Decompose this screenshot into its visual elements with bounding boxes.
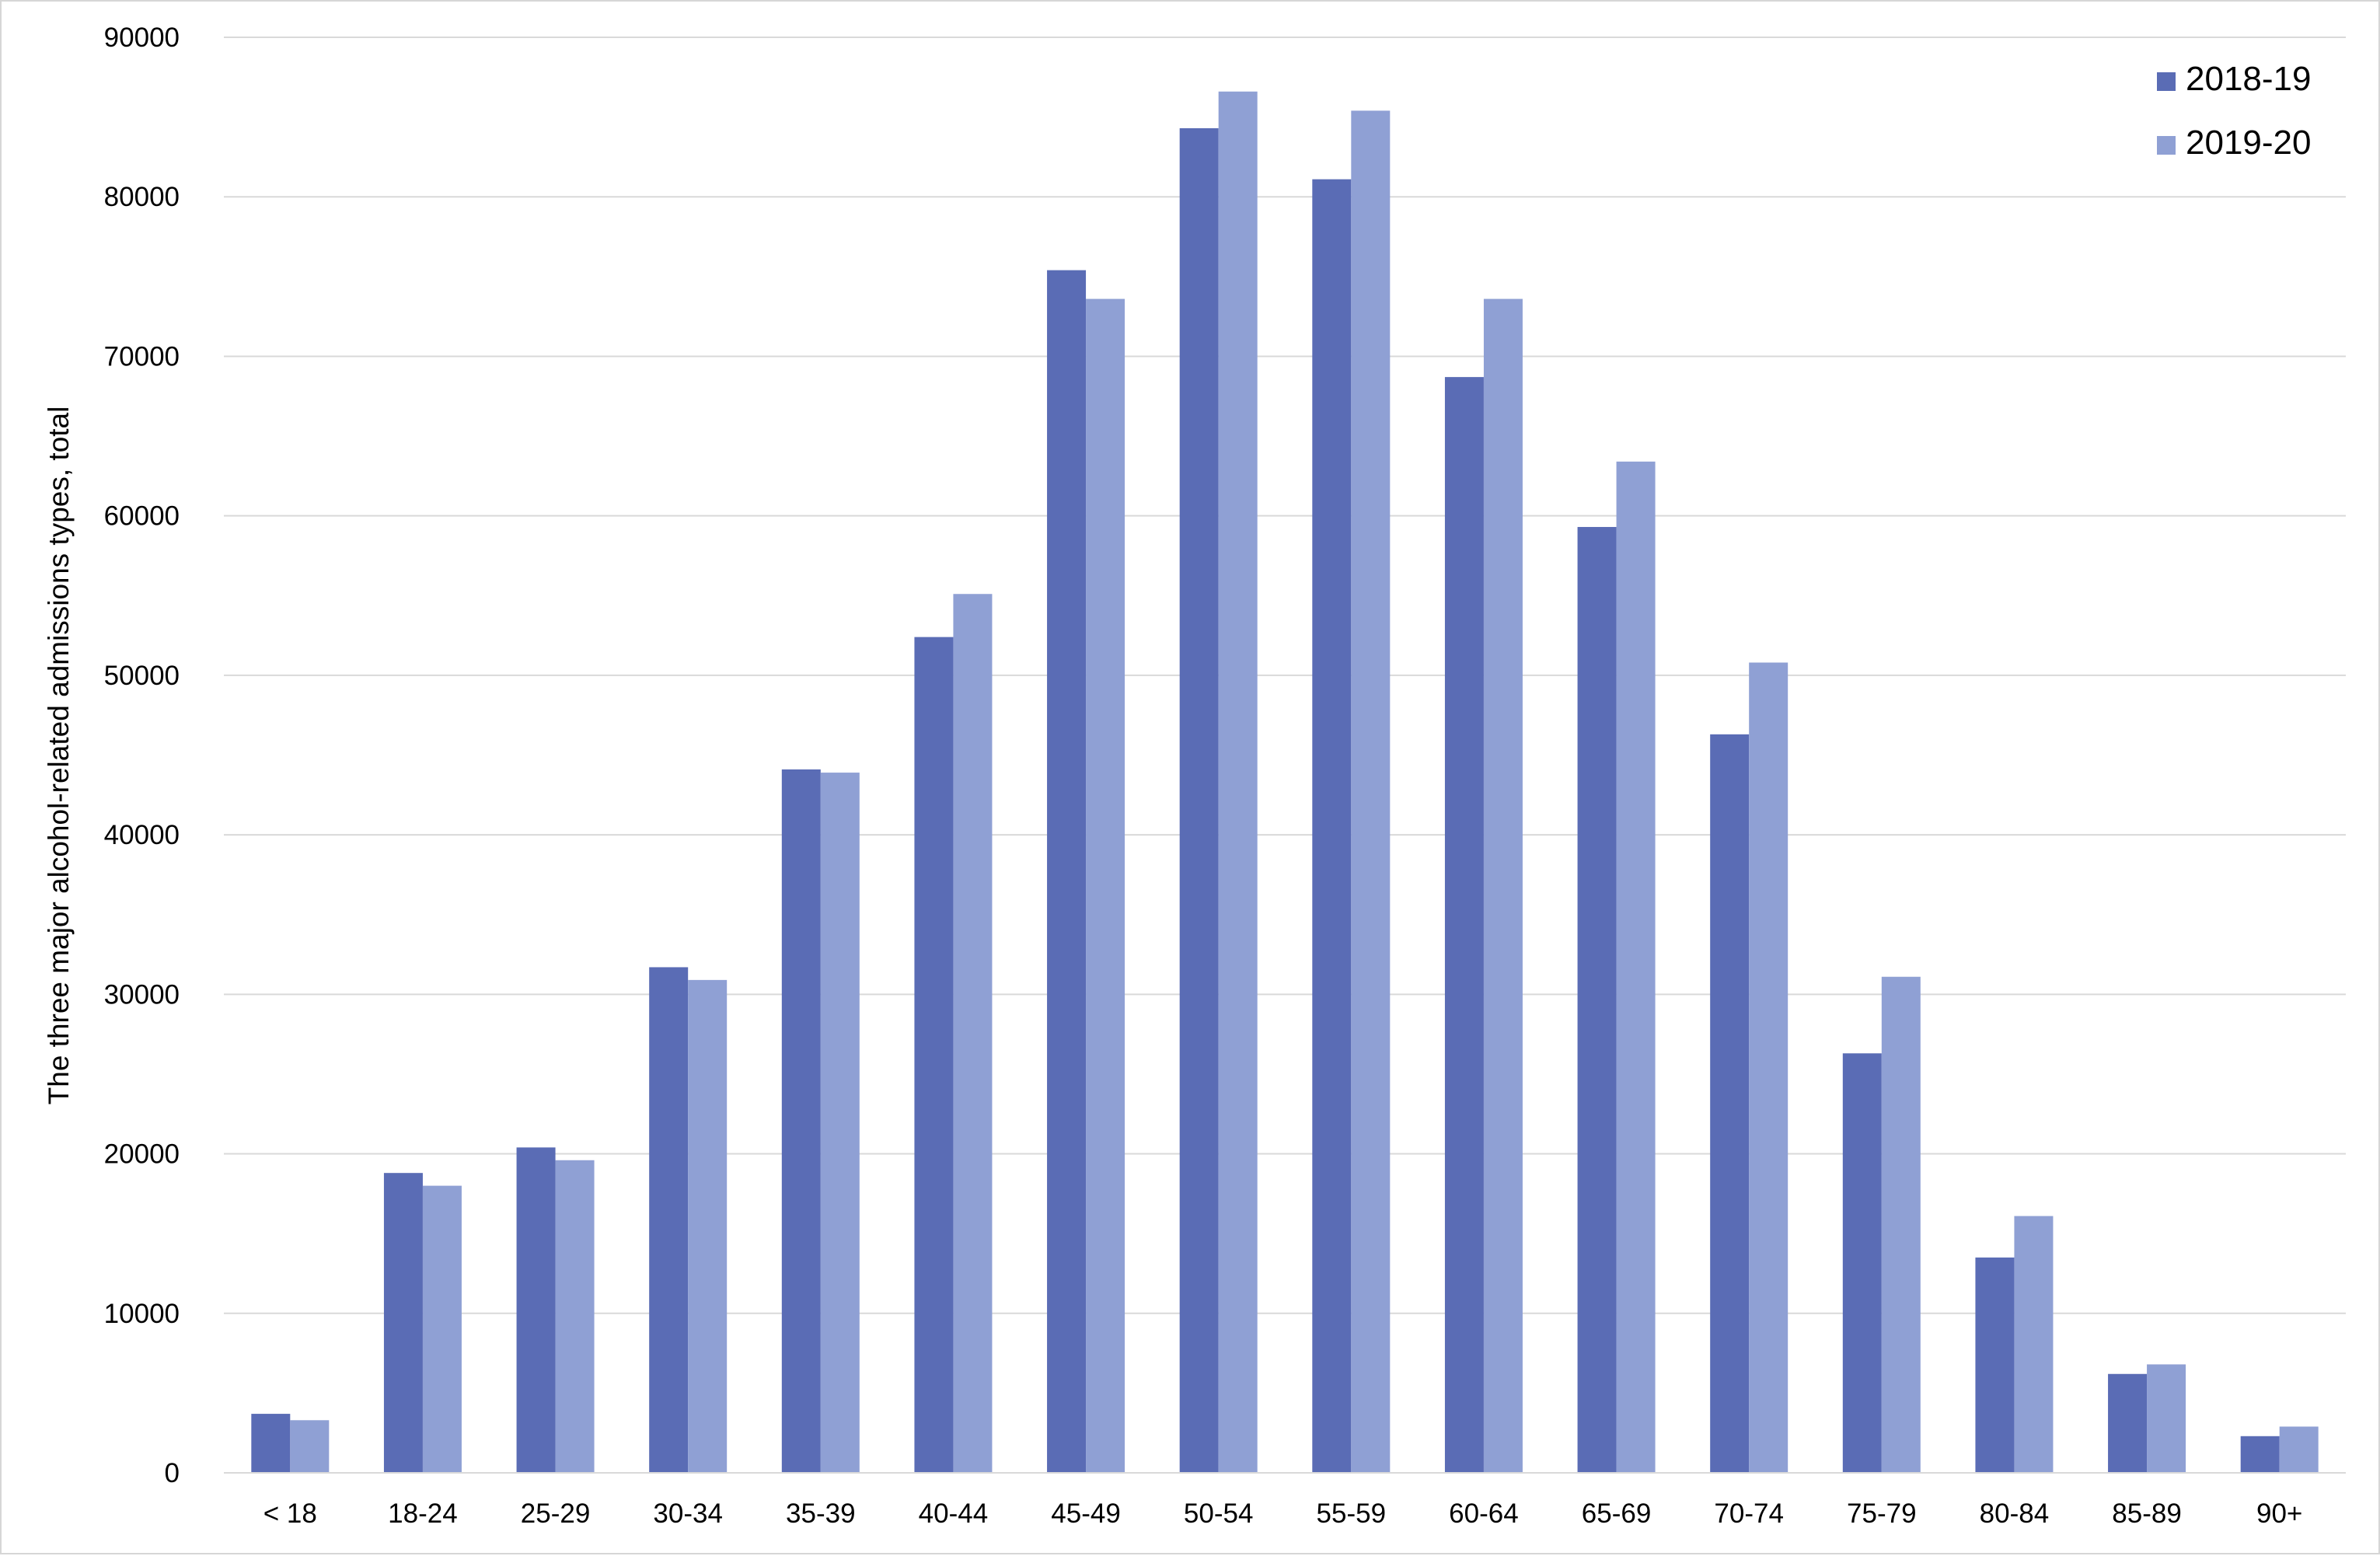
legend-swatch xyxy=(2157,72,2176,91)
bar xyxy=(1975,1257,2015,1473)
y-tick-label: 0 xyxy=(165,1458,180,1488)
bar xyxy=(2240,1436,2280,1473)
bar xyxy=(383,1173,423,1473)
bar xyxy=(781,769,821,1473)
bar xyxy=(1842,1053,1882,1473)
bar xyxy=(1086,298,1125,1473)
y-tick-label: 40000 xyxy=(104,820,180,850)
y-tick-label: 20000 xyxy=(104,1139,180,1170)
y-axis-title: The three major alcohol-related admissio… xyxy=(43,406,75,1105)
bar xyxy=(2108,1373,2148,1473)
bar xyxy=(290,1420,330,1473)
y-tick-label: 50000 xyxy=(104,661,180,691)
x-tick-label: 40-44 xyxy=(919,1498,989,1529)
bar xyxy=(251,1414,291,1473)
bars xyxy=(251,91,2319,1474)
bar xyxy=(688,979,728,1473)
bar xyxy=(953,594,993,1473)
bar xyxy=(2279,1426,2319,1473)
gridlines xyxy=(224,37,2346,1314)
x-tick-label: 90+ xyxy=(2256,1498,2302,1529)
y-tick-label: 80000 xyxy=(104,182,180,212)
x-tick-label: 18-24 xyxy=(388,1498,458,1529)
bar xyxy=(1710,734,1750,1473)
y-tick-label: 90000 xyxy=(104,23,180,53)
x-tick-label: < 18 xyxy=(263,1498,317,1529)
axes: 0 10000 20000 30000 40000 50000 60000 70000 8000… xyxy=(104,23,2346,1529)
bar xyxy=(422,1185,462,1473)
bar xyxy=(1616,461,1656,1473)
bar xyxy=(1218,91,1258,1474)
x-tick-label: 60-64 xyxy=(1449,1498,1519,1529)
legend-swatch xyxy=(2157,136,2176,155)
bar xyxy=(1179,127,1219,1473)
y-tick-label: 60000 xyxy=(104,501,180,532)
x-tick-label: 75-79 xyxy=(1847,1498,1917,1529)
bar xyxy=(1351,110,1391,1473)
bar xyxy=(1047,270,1087,1473)
x-tick-label: 85-89 xyxy=(2112,1498,2182,1529)
bar xyxy=(914,637,954,1474)
y-tick-label: 30000 xyxy=(104,979,180,1010)
bar xyxy=(1577,527,1617,1473)
bar xyxy=(2147,1364,2186,1473)
bar xyxy=(555,1160,595,1473)
bar xyxy=(1444,377,1484,1474)
bar xyxy=(649,967,689,1473)
legend-label: 2019-20 xyxy=(2186,124,2311,162)
y-tick-label: 70000 xyxy=(104,341,180,372)
bar xyxy=(1749,662,1788,1473)
x-tick-label: 45-49 xyxy=(1051,1498,1121,1529)
x-tick-label: 65-69 xyxy=(1582,1498,1652,1529)
x-tick-label: 80-84 xyxy=(1980,1498,2050,1529)
x-tick-label: 70-74 xyxy=(1714,1498,1784,1529)
x-tick-label: 50-54 xyxy=(1184,1498,1254,1529)
bar xyxy=(1483,298,1523,1473)
x-tick-label: 55-59 xyxy=(1317,1498,1387,1529)
bar xyxy=(1881,976,1921,1473)
bar xyxy=(516,1147,556,1473)
legend: 2018-19 2019-20 xyxy=(2157,60,2311,162)
x-tick-label: 25-29 xyxy=(521,1498,591,1529)
bar xyxy=(820,773,860,1473)
y-tick-label: 10000 xyxy=(104,1299,180,1329)
x-tick-label: 35-39 xyxy=(786,1498,856,1529)
legend-label: 2018-19 xyxy=(2186,60,2311,98)
x-tick-label: 30-34 xyxy=(653,1498,723,1529)
bar xyxy=(2014,1216,2054,1473)
bar xyxy=(1312,179,1352,1473)
